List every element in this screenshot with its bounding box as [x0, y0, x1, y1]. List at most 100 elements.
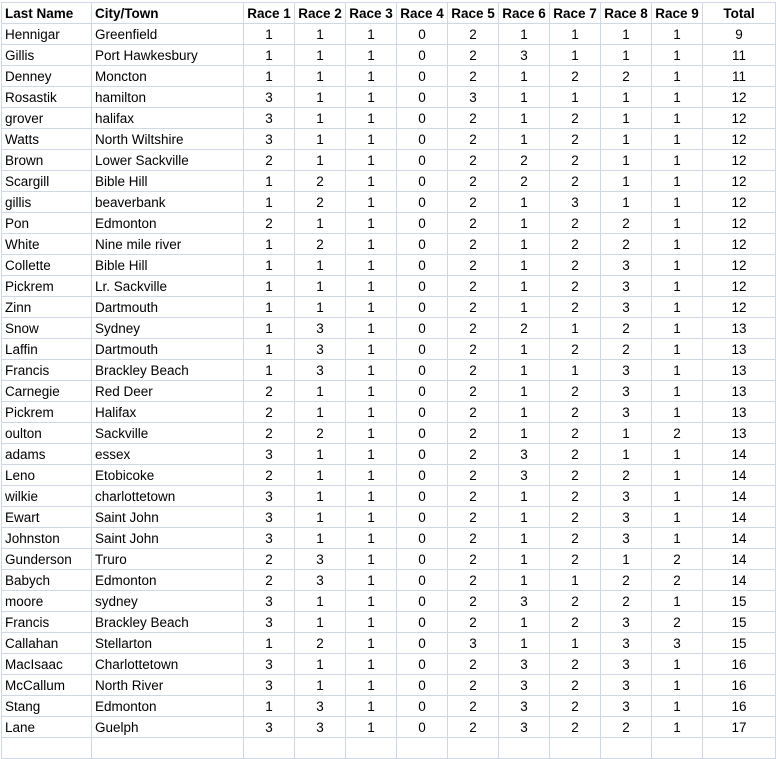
cell-total[interactable]: 11 — [702, 65, 776, 87]
empty-cell[interactable] — [294, 737, 346, 759]
cell-race-5[interactable]: 2 — [447, 212, 499, 234]
cell-race-5[interactable]: 2 — [447, 611, 499, 633]
cell-race-5[interactable]: 2 — [447, 296, 499, 318]
cell-race-4[interactable]: 0 — [396, 107, 448, 129]
column-header-race-7[interactable]: Race 7 — [549, 2, 601, 24]
cell-city-town[interactable]: Saint John — [91, 527, 244, 549]
cell-total[interactable]: 16 — [702, 653, 776, 675]
cell-race-3[interactable]: 1 — [345, 86, 397, 108]
cell-race-4[interactable]: 0 — [396, 485, 448, 507]
cell-race-4[interactable]: 0 — [396, 170, 448, 192]
cell-race-5[interactable]: 2 — [447, 548, 499, 570]
cell-race-2[interactable]: 1 — [294, 107, 346, 129]
cell-race-9[interactable]: 2 — [651, 548, 703, 570]
cell-race-3[interactable]: 1 — [345, 590, 397, 612]
cell-race-3[interactable]: 1 — [345, 338, 397, 360]
cell-race-5[interactable]: 2 — [447, 107, 499, 129]
cell-race-5[interactable]: 2 — [447, 359, 499, 381]
cell-race-9[interactable]: 1 — [651, 23, 703, 45]
cell-race-8[interactable]: 3 — [600, 611, 652, 633]
cell-race-9[interactable]: 1 — [651, 233, 703, 255]
cell-race-5[interactable]: 2 — [447, 380, 499, 402]
cell-total[interactable]: 15 — [702, 632, 776, 654]
cell-last-name[interactable]: moore — [1, 590, 92, 612]
cell-race-6[interactable]: 1 — [498, 65, 550, 87]
cell-race-4[interactable]: 0 — [396, 506, 448, 528]
cell-city-town[interactable]: sydney — [91, 590, 244, 612]
cell-race-8[interactable]: 3 — [600, 695, 652, 717]
cell-race-6[interactable]: 3 — [498, 443, 550, 465]
cell-race-4[interactable]: 0 — [396, 338, 448, 360]
cell-total[interactable]: 12 — [702, 296, 776, 318]
cell-race-4[interactable]: 0 — [396, 611, 448, 633]
cell-race-7[interactable]: 1 — [549, 632, 601, 654]
cell-city-town[interactable]: Bible Hill — [91, 254, 244, 276]
cell-race-7[interactable]: 2 — [549, 380, 601, 402]
cell-race-3[interactable]: 1 — [345, 149, 397, 171]
cell-race-1[interactable]: 3 — [243, 107, 295, 129]
cell-race-2[interactable]: 1 — [294, 485, 346, 507]
cell-race-7[interactable]: 2 — [549, 674, 601, 696]
cell-race-8[interactable]: 2 — [600, 233, 652, 255]
cell-total[interactable]: 12 — [702, 149, 776, 171]
cell-race-2[interactable]: 3 — [294, 338, 346, 360]
cell-race-7[interactable]: 1 — [549, 317, 601, 339]
cell-race-7[interactable]: 2 — [549, 527, 601, 549]
cell-race-8[interactable]: 3 — [600, 632, 652, 654]
cell-race-6[interactable]: 2 — [498, 317, 550, 339]
cell-race-1[interactable]: 2 — [243, 149, 295, 171]
cell-race-5[interactable]: 2 — [447, 716, 499, 738]
cell-race-8[interactable]: 1 — [600, 149, 652, 171]
cell-last-name[interactable]: wilkie — [1, 485, 92, 507]
cell-race-2[interactable]: 1 — [294, 653, 346, 675]
empty-cell[interactable] — [498, 737, 550, 759]
cell-race-8[interactable]: 1 — [600, 86, 652, 108]
cell-race-5[interactable]: 2 — [447, 23, 499, 45]
column-header-race-9[interactable]: Race 9 — [651, 2, 703, 24]
cell-race-3[interactable]: 1 — [345, 401, 397, 423]
cell-race-4[interactable]: 0 — [396, 653, 448, 675]
cell-race-1[interactable]: 3 — [243, 443, 295, 465]
cell-city-town[interactable]: Guelph — [91, 716, 244, 738]
cell-race-2[interactable]: 1 — [294, 590, 346, 612]
cell-race-3[interactable]: 1 — [345, 674, 397, 696]
cell-race-9[interactable]: 1 — [651, 716, 703, 738]
cell-city-town[interactable]: Brackley Beach — [91, 359, 244, 381]
cell-race-6[interactable]: 1 — [498, 212, 550, 234]
cell-total[interactable]: 12 — [702, 233, 776, 255]
cell-race-1[interactable]: 3 — [243, 674, 295, 696]
cell-race-7[interactable]: 2 — [549, 149, 601, 171]
cell-total[interactable]: 12 — [702, 86, 776, 108]
cell-race-7[interactable]: 1 — [549, 86, 601, 108]
cell-race-7[interactable]: 2 — [549, 254, 601, 276]
cell-total[interactable]: 14 — [702, 506, 776, 528]
cell-race-1[interactable]: 3 — [243, 653, 295, 675]
cell-last-name[interactable]: Babych — [1, 569, 92, 591]
cell-race-9[interactable]: 2 — [651, 569, 703, 591]
cell-city-town[interactable]: Etobicoke — [91, 464, 244, 486]
cell-race-2[interactable]: 2 — [294, 233, 346, 255]
empty-cell[interactable] — [600, 737, 652, 759]
cell-race-1[interactable]: 2 — [243, 380, 295, 402]
cell-race-7[interactable]: 2 — [549, 170, 601, 192]
cell-race-8[interactable]: 2 — [600, 65, 652, 87]
cell-race-4[interactable]: 0 — [396, 716, 448, 738]
cell-race-2[interactable]: 1 — [294, 527, 346, 549]
cell-race-2[interactable]: 1 — [294, 275, 346, 297]
cell-total[interactable]: 12 — [702, 107, 776, 129]
cell-race-6[interactable]: 1 — [498, 527, 550, 549]
cell-race-3[interactable]: 1 — [345, 128, 397, 150]
cell-city-town[interactable]: Greenfield — [91, 23, 244, 45]
cell-race-3[interactable]: 1 — [345, 716, 397, 738]
cell-city-town[interactable]: Dartmouth — [91, 338, 244, 360]
cell-race-8[interactable]: 1 — [600, 191, 652, 213]
cell-last-name[interactable]: Francis — [1, 359, 92, 381]
cell-city-town[interactable]: Stellarton — [91, 632, 244, 654]
cell-race-3[interactable]: 1 — [345, 485, 397, 507]
cell-race-2[interactable]: 1 — [294, 506, 346, 528]
cell-race-7[interactable]: 2 — [549, 233, 601, 255]
cell-race-4[interactable]: 0 — [396, 632, 448, 654]
cell-race-9[interactable]: 1 — [651, 380, 703, 402]
cell-race-7[interactable]: 2 — [549, 653, 601, 675]
cell-race-4[interactable]: 0 — [396, 44, 448, 66]
